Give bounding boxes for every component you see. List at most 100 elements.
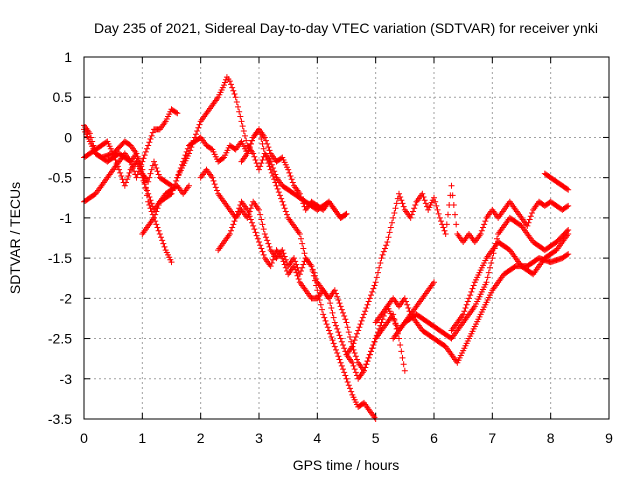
data-point xyxy=(565,186,572,193)
data-point xyxy=(154,205,161,212)
x-tick-label: 7 xyxy=(488,430,496,446)
data-point xyxy=(295,276,302,283)
data-point xyxy=(331,343,338,350)
x-tick-label: 5 xyxy=(372,430,380,446)
data-point xyxy=(233,211,240,218)
data-point xyxy=(330,314,337,321)
data-point xyxy=(245,210,252,217)
data-point xyxy=(246,144,253,151)
x-tick-label: 0 xyxy=(80,430,88,446)
data-point xyxy=(252,229,259,236)
series-14 xyxy=(541,170,572,193)
data-point xyxy=(140,155,147,162)
data-point xyxy=(123,179,129,186)
data-point xyxy=(487,264,493,271)
data-point xyxy=(477,230,484,237)
data-point xyxy=(141,181,148,188)
data-point xyxy=(257,242,264,249)
data-point xyxy=(263,153,269,160)
data-point xyxy=(267,166,274,173)
series-2 xyxy=(81,150,175,266)
data-point xyxy=(263,137,269,144)
data-point xyxy=(145,190,152,197)
data-point xyxy=(230,87,237,94)
data-point xyxy=(148,200,155,207)
data-point xyxy=(389,219,395,226)
data-point xyxy=(309,266,316,273)
data-point xyxy=(323,321,330,328)
data-point xyxy=(467,292,474,299)
data-point xyxy=(155,171,162,178)
data-point xyxy=(407,214,414,221)
data-point xyxy=(400,361,407,368)
data-point xyxy=(480,224,486,231)
data-point xyxy=(380,248,387,255)
data-point xyxy=(434,206,441,213)
data-point xyxy=(397,193,404,200)
data-point xyxy=(221,82,227,89)
data-point xyxy=(168,190,175,197)
data-point xyxy=(256,239,262,246)
data-point xyxy=(286,169,293,176)
data-point xyxy=(364,301,371,308)
data-point xyxy=(151,214,157,221)
data-point xyxy=(362,308,369,315)
series-9 xyxy=(238,126,350,221)
data-point xyxy=(393,200,400,207)
series-12 xyxy=(390,214,572,342)
data-point xyxy=(341,313,348,320)
data-point xyxy=(181,155,188,162)
data-points xyxy=(81,74,572,422)
data-point xyxy=(335,296,342,303)
data-point xyxy=(354,330,360,337)
data-point xyxy=(460,311,467,318)
data-point xyxy=(343,210,350,217)
data-point xyxy=(194,128,201,135)
data-point xyxy=(336,300,343,307)
data-point xyxy=(337,335,344,342)
data-point xyxy=(452,211,458,218)
data-point xyxy=(300,200,307,207)
x-tick-label: 3 xyxy=(255,430,263,446)
data-point xyxy=(369,288,376,295)
series-7 xyxy=(197,166,437,374)
data-point xyxy=(445,211,451,218)
data-point xyxy=(299,197,306,204)
data-point xyxy=(261,150,268,157)
data-point xyxy=(335,353,342,360)
data-point xyxy=(294,272,301,279)
data-point xyxy=(186,182,192,189)
data-point xyxy=(172,181,178,188)
data-point xyxy=(433,202,440,209)
data-point xyxy=(268,259,275,266)
data-point xyxy=(337,303,344,310)
data-point xyxy=(524,222,531,229)
data-point xyxy=(299,264,306,271)
data-point xyxy=(333,346,339,353)
data-point xyxy=(368,348,374,355)
data-point xyxy=(183,148,190,155)
data-point xyxy=(321,314,328,321)
data-point xyxy=(154,224,161,231)
data-point xyxy=(229,84,236,91)
x-tick-label: 6 xyxy=(430,430,438,446)
data-point xyxy=(336,332,343,339)
data-point xyxy=(180,158,187,165)
data-point xyxy=(167,191,174,198)
data-point xyxy=(281,205,288,212)
data-point xyxy=(156,230,163,237)
data-point xyxy=(338,362,345,369)
data-point xyxy=(148,132,155,139)
data-point xyxy=(331,287,338,294)
data-point xyxy=(279,255,286,262)
data-point xyxy=(152,211,159,218)
data-point xyxy=(112,156,119,163)
data-point xyxy=(300,261,307,268)
data-point xyxy=(338,338,345,345)
series-10 xyxy=(343,182,572,358)
data-point xyxy=(256,206,262,213)
data-point xyxy=(300,245,307,252)
data-point xyxy=(174,110,181,117)
data-point xyxy=(125,173,132,180)
data-point xyxy=(435,210,442,217)
